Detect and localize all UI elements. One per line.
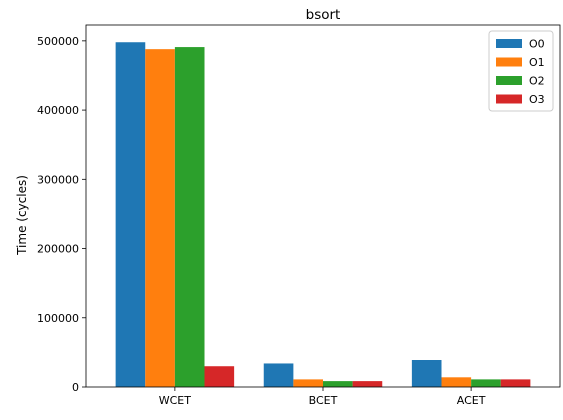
bar-o0-wcet	[115, 42, 146, 388]
bar-o2-bcet	[323, 381, 353, 387]
y-axis-label: Time (cycles)	[15, 175, 29, 256]
bar-o1-bcet	[293, 379, 324, 387]
legend-label-o1: O1	[529, 56, 545, 69]
plot-area: 0 100000 200000 300000 400000 500000 WCET BCET A…	[37, 24, 561, 407]
legend: O0 O1 O2 O3	[488, 30, 554, 112]
legend-swatch-o2	[496, 76, 522, 85]
bar-o3-acet	[500, 379, 531, 387]
y-tick-label: 200000	[37, 243, 79, 256]
x-tick-label: ACET	[457, 394, 486, 407]
bar-o3-wcet	[204, 366, 235, 387]
bar-o1-wcet	[145, 49, 175, 387]
bar-o0-bcet	[263, 363, 294, 387]
y-tick-label: 0	[72, 381, 79, 394]
bar-o1-acet	[441, 377, 472, 387]
y-tick-label: 100000	[37, 312, 79, 325]
x-tick-label: BCET	[309, 394, 338, 407]
legend-label-o0: O0	[529, 38, 545, 51]
legend-label-o2: O2	[529, 75, 545, 88]
y-tick-label: 500000	[37, 35, 79, 48]
legend-swatch-o0	[496, 39, 522, 48]
legend-label-o3: O3	[529, 93, 545, 106]
chart-title: bsort	[306, 7, 341, 23]
legend-swatch-o1	[496, 57, 522, 67]
bar-o2-acet	[471, 379, 501, 387]
y-tick-label: 400000	[37, 104, 79, 117]
bar-o0-acet	[411, 360, 442, 387]
legend-box	[488, 30, 554, 112]
bar-o2-wcet	[174, 47, 205, 387]
bar-o3-bcet	[352, 381, 383, 387]
y-tick-label: 300000	[37, 173, 79, 186]
x-tick-label: WCET	[159, 394, 192, 407]
legend-swatch-o3	[496, 94, 522, 104]
